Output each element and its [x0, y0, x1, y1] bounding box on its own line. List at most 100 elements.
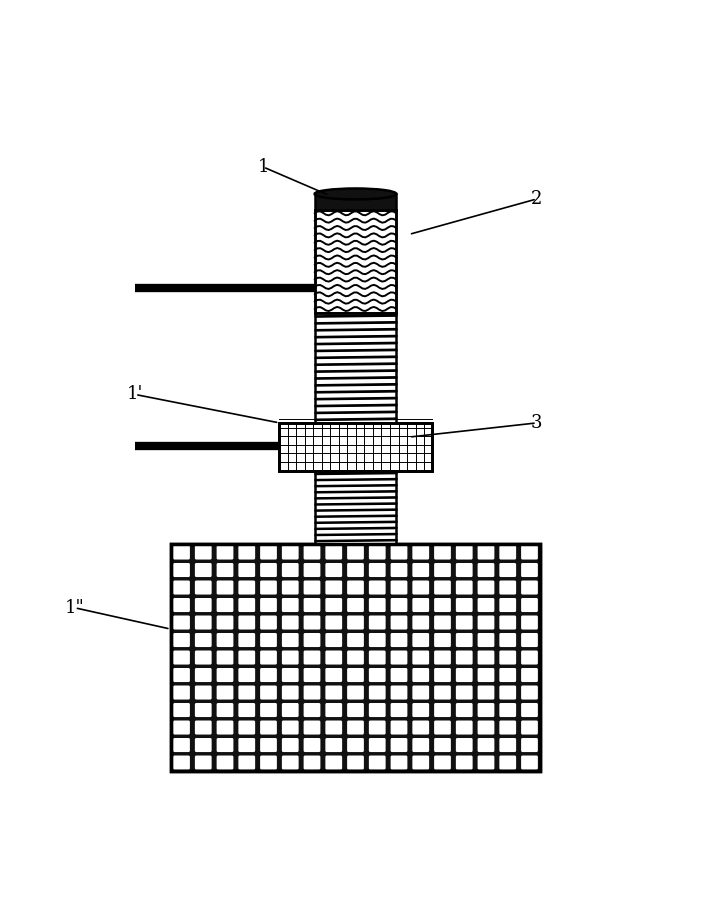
FancyBboxPatch shape: [499, 721, 516, 735]
Bar: [171, 543, 540, 772]
FancyBboxPatch shape: [217, 703, 233, 717]
FancyBboxPatch shape: [499, 703, 516, 717]
FancyBboxPatch shape: [238, 580, 255, 594]
FancyBboxPatch shape: [282, 668, 299, 682]
FancyBboxPatch shape: [478, 756, 494, 770]
Bar: [279, 423, 432, 470]
FancyBboxPatch shape: [304, 633, 321, 647]
Bar: [314, 194, 397, 210]
FancyBboxPatch shape: [456, 668, 473, 682]
FancyBboxPatch shape: [390, 545, 407, 560]
FancyBboxPatch shape: [347, 686, 364, 699]
FancyBboxPatch shape: [521, 668, 538, 682]
FancyBboxPatch shape: [521, 738, 538, 752]
FancyBboxPatch shape: [412, 545, 429, 560]
FancyBboxPatch shape: [369, 721, 385, 735]
FancyBboxPatch shape: [173, 650, 190, 664]
FancyBboxPatch shape: [347, 633, 364, 647]
FancyBboxPatch shape: [260, 598, 277, 612]
FancyBboxPatch shape: [478, 545, 494, 560]
Text: 1': 1': [127, 385, 144, 404]
FancyBboxPatch shape: [217, 738, 233, 752]
FancyBboxPatch shape: [521, 721, 538, 735]
FancyBboxPatch shape: [390, 580, 407, 594]
FancyBboxPatch shape: [390, 598, 407, 612]
FancyBboxPatch shape: [521, 563, 538, 578]
FancyBboxPatch shape: [282, 633, 299, 647]
FancyBboxPatch shape: [499, 563, 516, 578]
FancyBboxPatch shape: [173, 668, 190, 682]
FancyBboxPatch shape: [173, 563, 190, 578]
Bar: [314, 210, 397, 312]
FancyBboxPatch shape: [434, 686, 451, 699]
FancyBboxPatch shape: [412, 615, 429, 629]
FancyBboxPatch shape: [456, 686, 473, 699]
Bar: [171, 543, 540, 772]
FancyBboxPatch shape: [347, 650, 364, 664]
FancyBboxPatch shape: [304, 686, 321, 699]
FancyBboxPatch shape: [260, 545, 277, 560]
FancyBboxPatch shape: [390, 633, 407, 647]
FancyBboxPatch shape: [390, 703, 407, 717]
FancyBboxPatch shape: [304, 756, 321, 770]
FancyBboxPatch shape: [412, 686, 429, 699]
FancyBboxPatch shape: [478, 650, 494, 664]
FancyBboxPatch shape: [282, 650, 299, 664]
FancyBboxPatch shape: [412, 580, 429, 594]
FancyBboxPatch shape: [521, 598, 538, 612]
FancyBboxPatch shape: [499, 598, 516, 612]
FancyBboxPatch shape: [217, 615, 233, 629]
FancyBboxPatch shape: [521, 580, 538, 594]
FancyBboxPatch shape: [195, 650, 212, 664]
FancyBboxPatch shape: [434, 756, 451, 770]
FancyBboxPatch shape: [217, 580, 233, 594]
FancyBboxPatch shape: [260, 738, 277, 752]
FancyBboxPatch shape: [260, 668, 277, 682]
FancyBboxPatch shape: [412, 668, 429, 682]
FancyBboxPatch shape: [260, 686, 277, 699]
FancyBboxPatch shape: [499, 650, 516, 664]
FancyBboxPatch shape: [369, 615, 385, 629]
FancyBboxPatch shape: [326, 650, 342, 664]
FancyBboxPatch shape: [456, 580, 473, 594]
Bar: [314, 470, 397, 543]
FancyBboxPatch shape: [173, 738, 190, 752]
FancyBboxPatch shape: [456, 703, 473, 717]
FancyBboxPatch shape: [282, 563, 299, 578]
FancyBboxPatch shape: [304, 598, 321, 612]
Bar: [314, 312, 397, 423]
FancyBboxPatch shape: [173, 545, 190, 560]
FancyBboxPatch shape: [478, 703, 494, 717]
FancyBboxPatch shape: [478, 668, 494, 682]
FancyBboxPatch shape: [282, 686, 299, 699]
FancyBboxPatch shape: [326, 721, 342, 735]
FancyBboxPatch shape: [369, 686, 385, 699]
FancyBboxPatch shape: [456, 615, 473, 629]
FancyBboxPatch shape: [282, 703, 299, 717]
FancyBboxPatch shape: [434, 738, 451, 752]
FancyBboxPatch shape: [282, 756, 299, 770]
FancyBboxPatch shape: [173, 633, 190, 647]
FancyBboxPatch shape: [412, 756, 429, 770]
FancyBboxPatch shape: [521, 650, 538, 664]
FancyBboxPatch shape: [499, 580, 516, 594]
FancyBboxPatch shape: [260, 721, 277, 735]
FancyBboxPatch shape: [412, 738, 429, 752]
FancyBboxPatch shape: [173, 756, 190, 770]
FancyBboxPatch shape: [304, 615, 321, 629]
FancyBboxPatch shape: [173, 598, 190, 612]
FancyBboxPatch shape: [238, 545, 255, 560]
FancyBboxPatch shape: [173, 686, 190, 699]
Bar: [314, 210, 397, 312]
FancyBboxPatch shape: [217, 668, 233, 682]
FancyBboxPatch shape: [326, 563, 342, 578]
FancyBboxPatch shape: [390, 650, 407, 664]
Bar: [314, 312, 397, 423]
FancyBboxPatch shape: [390, 756, 407, 770]
FancyBboxPatch shape: [369, 738, 385, 752]
FancyBboxPatch shape: [434, 650, 451, 664]
FancyBboxPatch shape: [412, 650, 429, 664]
FancyBboxPatch shape: [434, 545, 451, 560]
FancyBboxPatch shape: [521, 615, 538, 629]
FancyBboxPatch shape: [260, 650, 277, 664]
